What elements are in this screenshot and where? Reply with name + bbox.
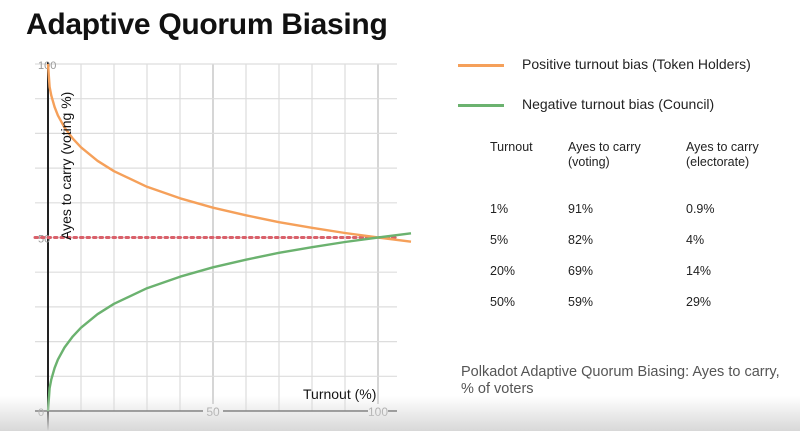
legend-label: Positive turnout bias (Token Holders) (522, 56, 751, 72)
y-tick-label: 0 (38, 407, 44, 419)
header-ayes-electorate: Ayes to carry (electorate) (686, 140, 759, 169)
header-ayes-voting: Ayes to carry (voting) (568, 140, 641, 169)
grid (35, 62, 397, 431)
cell: 59% (568, 295, 594, 309)
cell: 1% (490, 202, 509, 216)
y-tick-label: 50 (38, 234, 50, 246)
cell: 82% (568, 233, 594, 247)
x-tick-label: 50 (206, 405, 220, 419)
y-axis-label: Ayes to carry (voting %) (58, 92, 74, 240)
cell: 0.9% (686, 202, 715, 216)
cell: 14% (686, 264, 712, 278)
table-row: 50% 59% 29% (490, 295, 759, 326)
legend-label: Negative turnout bias (Council) (522, 96, 715, 112)
cell: 5% (490, 233, 509, 247)
series-line-negative-bias (46, 232, 412, 412)
cell: 69% (568, 264, 594, 278)
series-line-positive-bias (46, 63, 412, 243)
legend-swatch-green (458, 104, 504, 107)
slide-title: Adaptive Quorum Biasing (26, 8, 388, 41)
caption: Polkadot Adaptive Quorum Biasing: Ayes t… (461, 364, 780, 397)
cell: 29% (686, 295, 712, 309)
table-header: Turnout Ayes to carry (voting) Ayes to c… (490, 140, 759, 202)
turnout-table: Turnout Ayes to carry (voting) Ayes to c… (490, 140, 759, 326)
table-row: 1% 91% 0.9% (490, 202, 759, 233)
header-turnout: Turnout (490, 140, 533, 154)
cell: 91% (568, 202, 594, 216)
cell: 20% (490, 264, 516, 278)
table-row: 20% 69% 14% (490, 264, 759, 295)
table-row: 5% 82% 4% (490, 233, 759, 264)
x-tick-label: 100 (368, 405, 388, 419)
cell: 50% (490, 295, 516, 309)
legend-swatch-orange (458, 64, 504, 67)
cell: 4% (686, 233, 705, 247)
x-axis-label: Turnout (%) (303, 386, 376, 402)
